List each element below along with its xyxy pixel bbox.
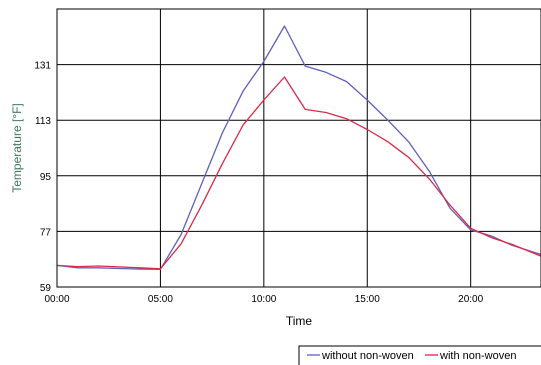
x-tick-label: 00:00 — [44, 294, 69, 305]
y-tick-labels: 59 77 95 113 131 — [34, 61, 51, 294]
plot-area — [57, 9, 541, 287]
legend-box — [298, 345, 541, 365]
legend-label-without-non-woven: without non-woven — [321, 350, 414, 362]
legend: without non-woven with non-woven — [298, 345, 541, 365]
y-tick-label: 113 — [35, 116, 51, 127]
y-tick-label: 59 — [40, 283, 52, 294]
series-line-with-non-woven — [56, 76, 541, 270]
y-tick-label: 131 — [34, 61, 51, 72]
x-axis-title: Time — [286, 314, 313, 328]
series-lines — [56, 25, 541, 271]
plot-frame — [56, 8, 541, 288]
x-tick-label: 15:00 — [355, 294, 380, 305]
x-tick-labels: 00:00 05:00 10:00 15:00 20:00 — [44, 294, 483, 305]
legend-label-with-non-woven: with non-woven — [439, 350, 516, 362]
y-tick-label: 95 — [40, 172, 52, 183]
x-tick-label: 20:00 — [458, 294, 483, 305]
y-axis-title: Temperature [°F] — [10, 103, 24, 193]
x-tick-label: 05:00 — [148, 294, 173, 305]
y-tick-label: 77 — [40, 227, 52, 238]
x-tick-label: 10:00 — [251, 294, 276, 305]
series-line-without-non-woven — [56, 25, 541, 271]
